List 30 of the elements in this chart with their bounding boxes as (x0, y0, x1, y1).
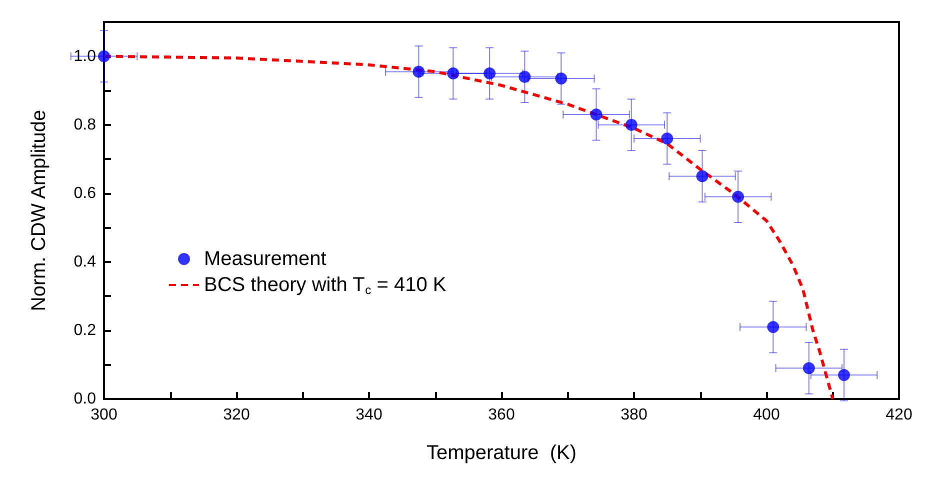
x-tick-label: 360 (488, 406, 515, 424)
y-tick-label: 0.2 (74, 322, 96, 339)
y-tick-label: 1.0 (74, 48, 96, 65)
point (732, 190, 744, 203)
point (661, 132, 674, 145)
point (98, 50, 110, 62)
y-tick-label: 0.6 (74, 184, 96, 202)
point (412, 66, 425, 78)
point (484, 67, 496, 80)
x-tick-label: 380 (620, 406, 648, 424)
point (555, 72, 568, 85)
legend-label: Measurement (204, 248, 327, 270)
point (838, 369, 850, 382)
x-tick-label: 400 (753, 406, 780, 424)
point (590, 108, 602, 121)
y-tick-label: 0.8 (74, 116, 96, 134)
point (625, 118, 638, 131)
x-tick-label: 420 (886, 406, 912, 424)
x-tick-label: 300 (90, 406, 118, 424)
point (447, 67, 460, 80)
x-tick-label: 320 (223, 406, 250, 424)
x-tick-label: 340 (356, 406, 382, 424)
point (518, 70, 531, 83)
point (767, 321, 780, 334)
x-axis-title: Temperature (K) (426, 442, 577, 464)
y-tick-label: 0.0 (74, 390, 96, 408)
point (802, 362, 815, 374)
y-tick-label: 0.4 (74, 253, 96, 270)
point (696, 170, 708, 182)
y-axis-title: Norm. CDW Amplitude (28, 110, 50, 312)
